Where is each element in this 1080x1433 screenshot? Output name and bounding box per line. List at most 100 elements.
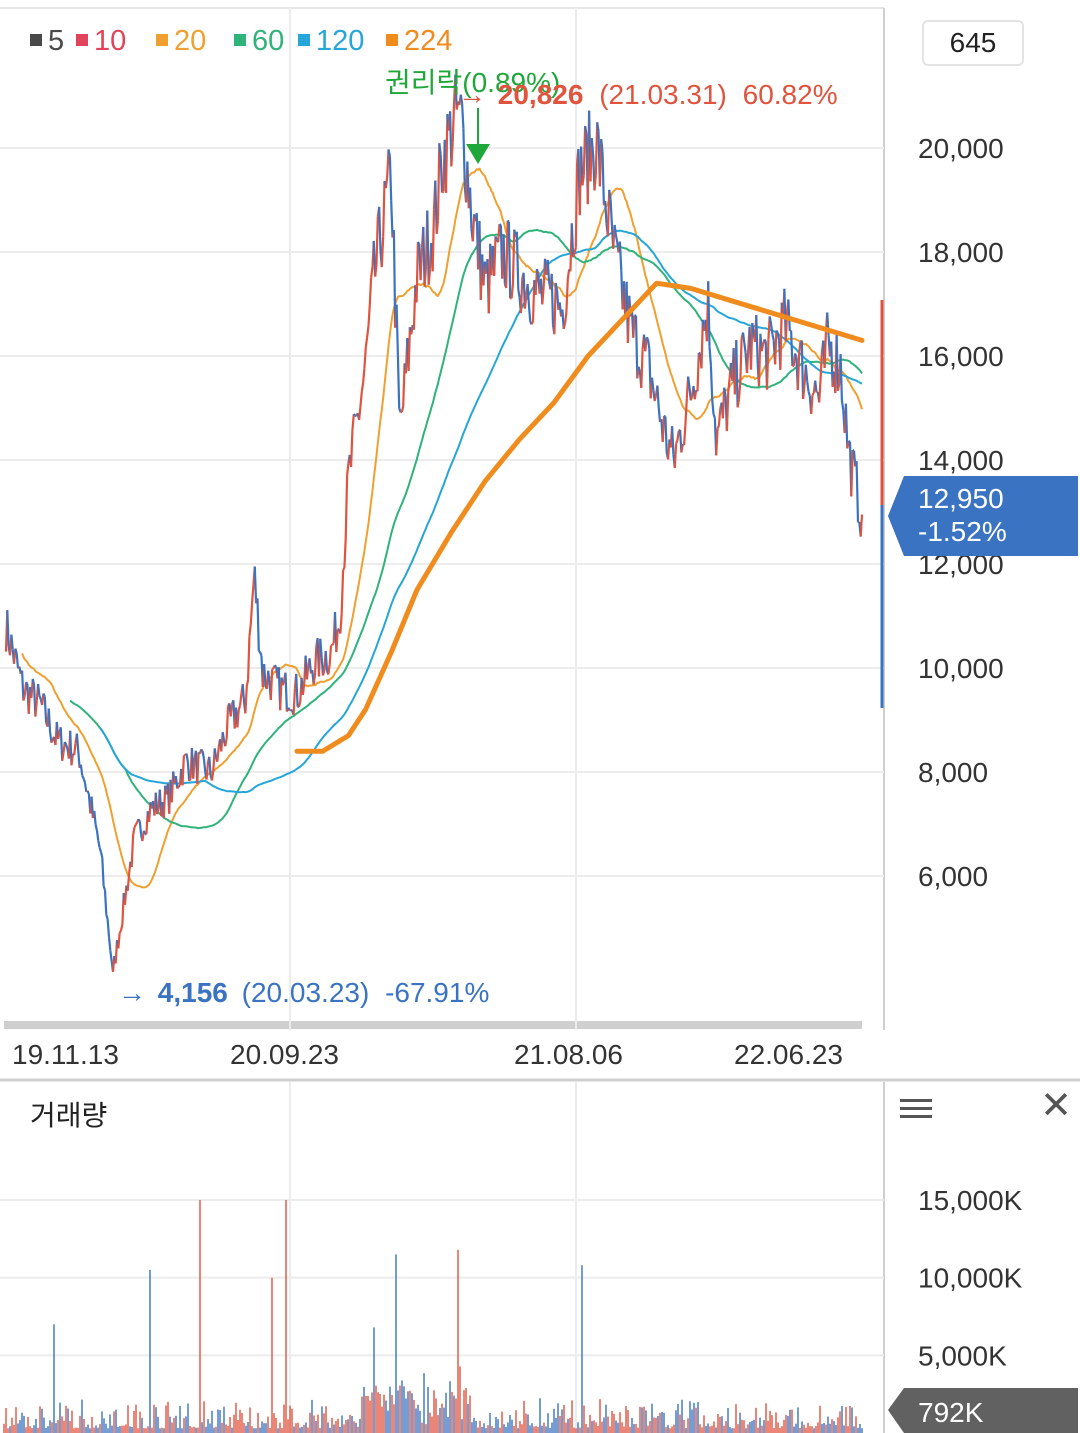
price-segment — [806, 381, 810, 392]
price-segment — [426, 210, 430, 285]
low-value: 4,156 — [158, 977, 228, 1008]
price-segment — [358, 406, 362, 421]
date-tick-label: 22.06.23 — [734, 1039, 843, 1070]
price-segment — [593, 174, 597, 191]
price-segment — [208, 756, 212, 776]
price-segment — [331, 642, 335, 646]
price-segment — [225, 706, 230, 739]
price-segment — [436, 143, 441, 221]
price-segment — [676, 430, 680, 441]
price-segment — [855, 461, 860, 523]
legend-label[interactable]: 20 — [174, 25, 206, 57]
price-tick-label: 10,000 — [918, 653, 1004, 684]
price-segment — [715, 428, 719, 456]
price-segment — [584, 125, 588, 135]
price-segment — [396, 355, 401, 409]
price-segment — [384, 177, 389, 189]
price-segment — [737, 381, 742, 400]
price-segment — [245, 679, 250, 687]
price-segment — [57, 732, 61, 740]
price-segment — [340, 570, 345, 614]
price-segment — [103, 890, 108, 915]
price-segment — [850, 449, 854, 497]
price-segment — [363, 347, 367, 369]
price-segment — [471, 214, 476, 242]
price-segment — [251, 585, 255, 603]
price-segment — [565, 278, 569, 313]
price-segment — [415, 241, 419, 303]
price-segment — [79, 764, 84, 776]
price-segment — [86, 790, 90, 795]
price-segment — [205, 761, 210, 780]
legend-label[interactable]: 5 — [48, 25, 64, 57]
price-segment — [192, 757, 196, 779]
price-segment — [31, 678, 36, 686]
price-segment — [840, 400, 845, 411]
price-segment — [94, 824, 99, 832]
close-icon[interactable]: ✕ — [1040, 1085, 1072, 1127]
date-tick-label: 20.09.23 — [230, 1039, 339, 1070]
price-segment — [725, 391, 730, 432]
price-segment — [574, 162, 579, 248]
price-segment — [256, 598, 260, 651]
price-segment — [716, 425, 720, 429]
current-change: -1.52% — [918, 516, 1007, 547]
price-segment — [279, 677, 283, 711]
price-segment — [637, 366, 642, 373]
price-segment — [708, 346, 712, 366]
price-tick-label: 20,000 — [918, 133, 1004, 164]
price-segment — [646, 339, 651, 349]
price-segment — [339, 613, 343, 634]
legend-label[interactable]: 10 — [94, 25, 126, 57]
price-segment — [367, 304, 371, 326]
price-segment — [835, 334, 839, 391]
legend[interactable]: 5 10 20 60 120 224 — [30, 25, 452, 57]
price-segment — [755, 314, 759, 365]
price-axis: 20,00018,00016,00014,00012,00010,0008,00… — [918, 133, 1004, 892]
price-segment — [248, 623, 252, 637]
price-segment — [392, 230, 397, 328]
time-scrollbar[interactable] — [4, 1021, 862, 1029]
price-segment — [712, 413, 716, 419]
price-segment — [295, 673, 299, 707]
price-segment — [573, 247, 577, 254]
price-segment — [82, 778, 86, 783]
price-segment — [400, 406, 405, 413]
volume-tick-label: 5,000K — [918, 1340, 1007, 1371]
rights-arrow-head — [466, 144, 490, 164]
menu-icon[interactable] — [900, 1094, 932, 1122]
price-segment — [65, 744, 69, 750]
price-segment — [439, 154, 444, 193]
ma224-line — [294, 280, 865, 754]
price-segment — [431, 209, 436, 272]
volume-gridlines — [0, 1199, 884, 1357]
price-segment — [596, 122, 600, 132]
price-segment — [359, 391, 363, 408]
legend-label[interactable]: 120 — [316, 25, 364, 57]
price-segment — [507, 221, 512, 299]
price-segment — [807, 391, 811, 397]
price-segment — [42, 693, 46, 698]
period-badge[interactable]: 645 — [922, 20, 1024, 66]
price-segment — [6, 610, 10, 647]
rights-label: 권리락(0.89%) — [385, 67, 560, 98]
high-value: 20,826 — [498, 79, 584, 110]
price-segment — [290, 708, 294, 712]
legend-label[interactable]: 224 — [404, 25, 452, 57]
price-segment — [133, 824, 137, 828]
price-segment — [771, 333, 775, 341]
high-arrow: → — [458, 79, 486, 110]
price-segment — [774, 330, 778, 365]
price-segment — [14, 648, 18, 654]
price-segment — [796, 354, 801, 390]
legend-swatch — [298, 34, 310, 46]
price-segment — [450, 142, 454, 167]
price-segment — [210, 770, 215, 781]
price-segment — [650, 377, 655, 391]
price-segment — [787, 299, 791, 332]
legend-label[interactable]: 60 — [252, 25, 284, 57]
price-segment — [794, 353, 798, 359]
price-segment — [269, 669, 274, 700]
price-segment — [768, 316, 773, 325]
price-segment — [98, 847, 103, 853]
